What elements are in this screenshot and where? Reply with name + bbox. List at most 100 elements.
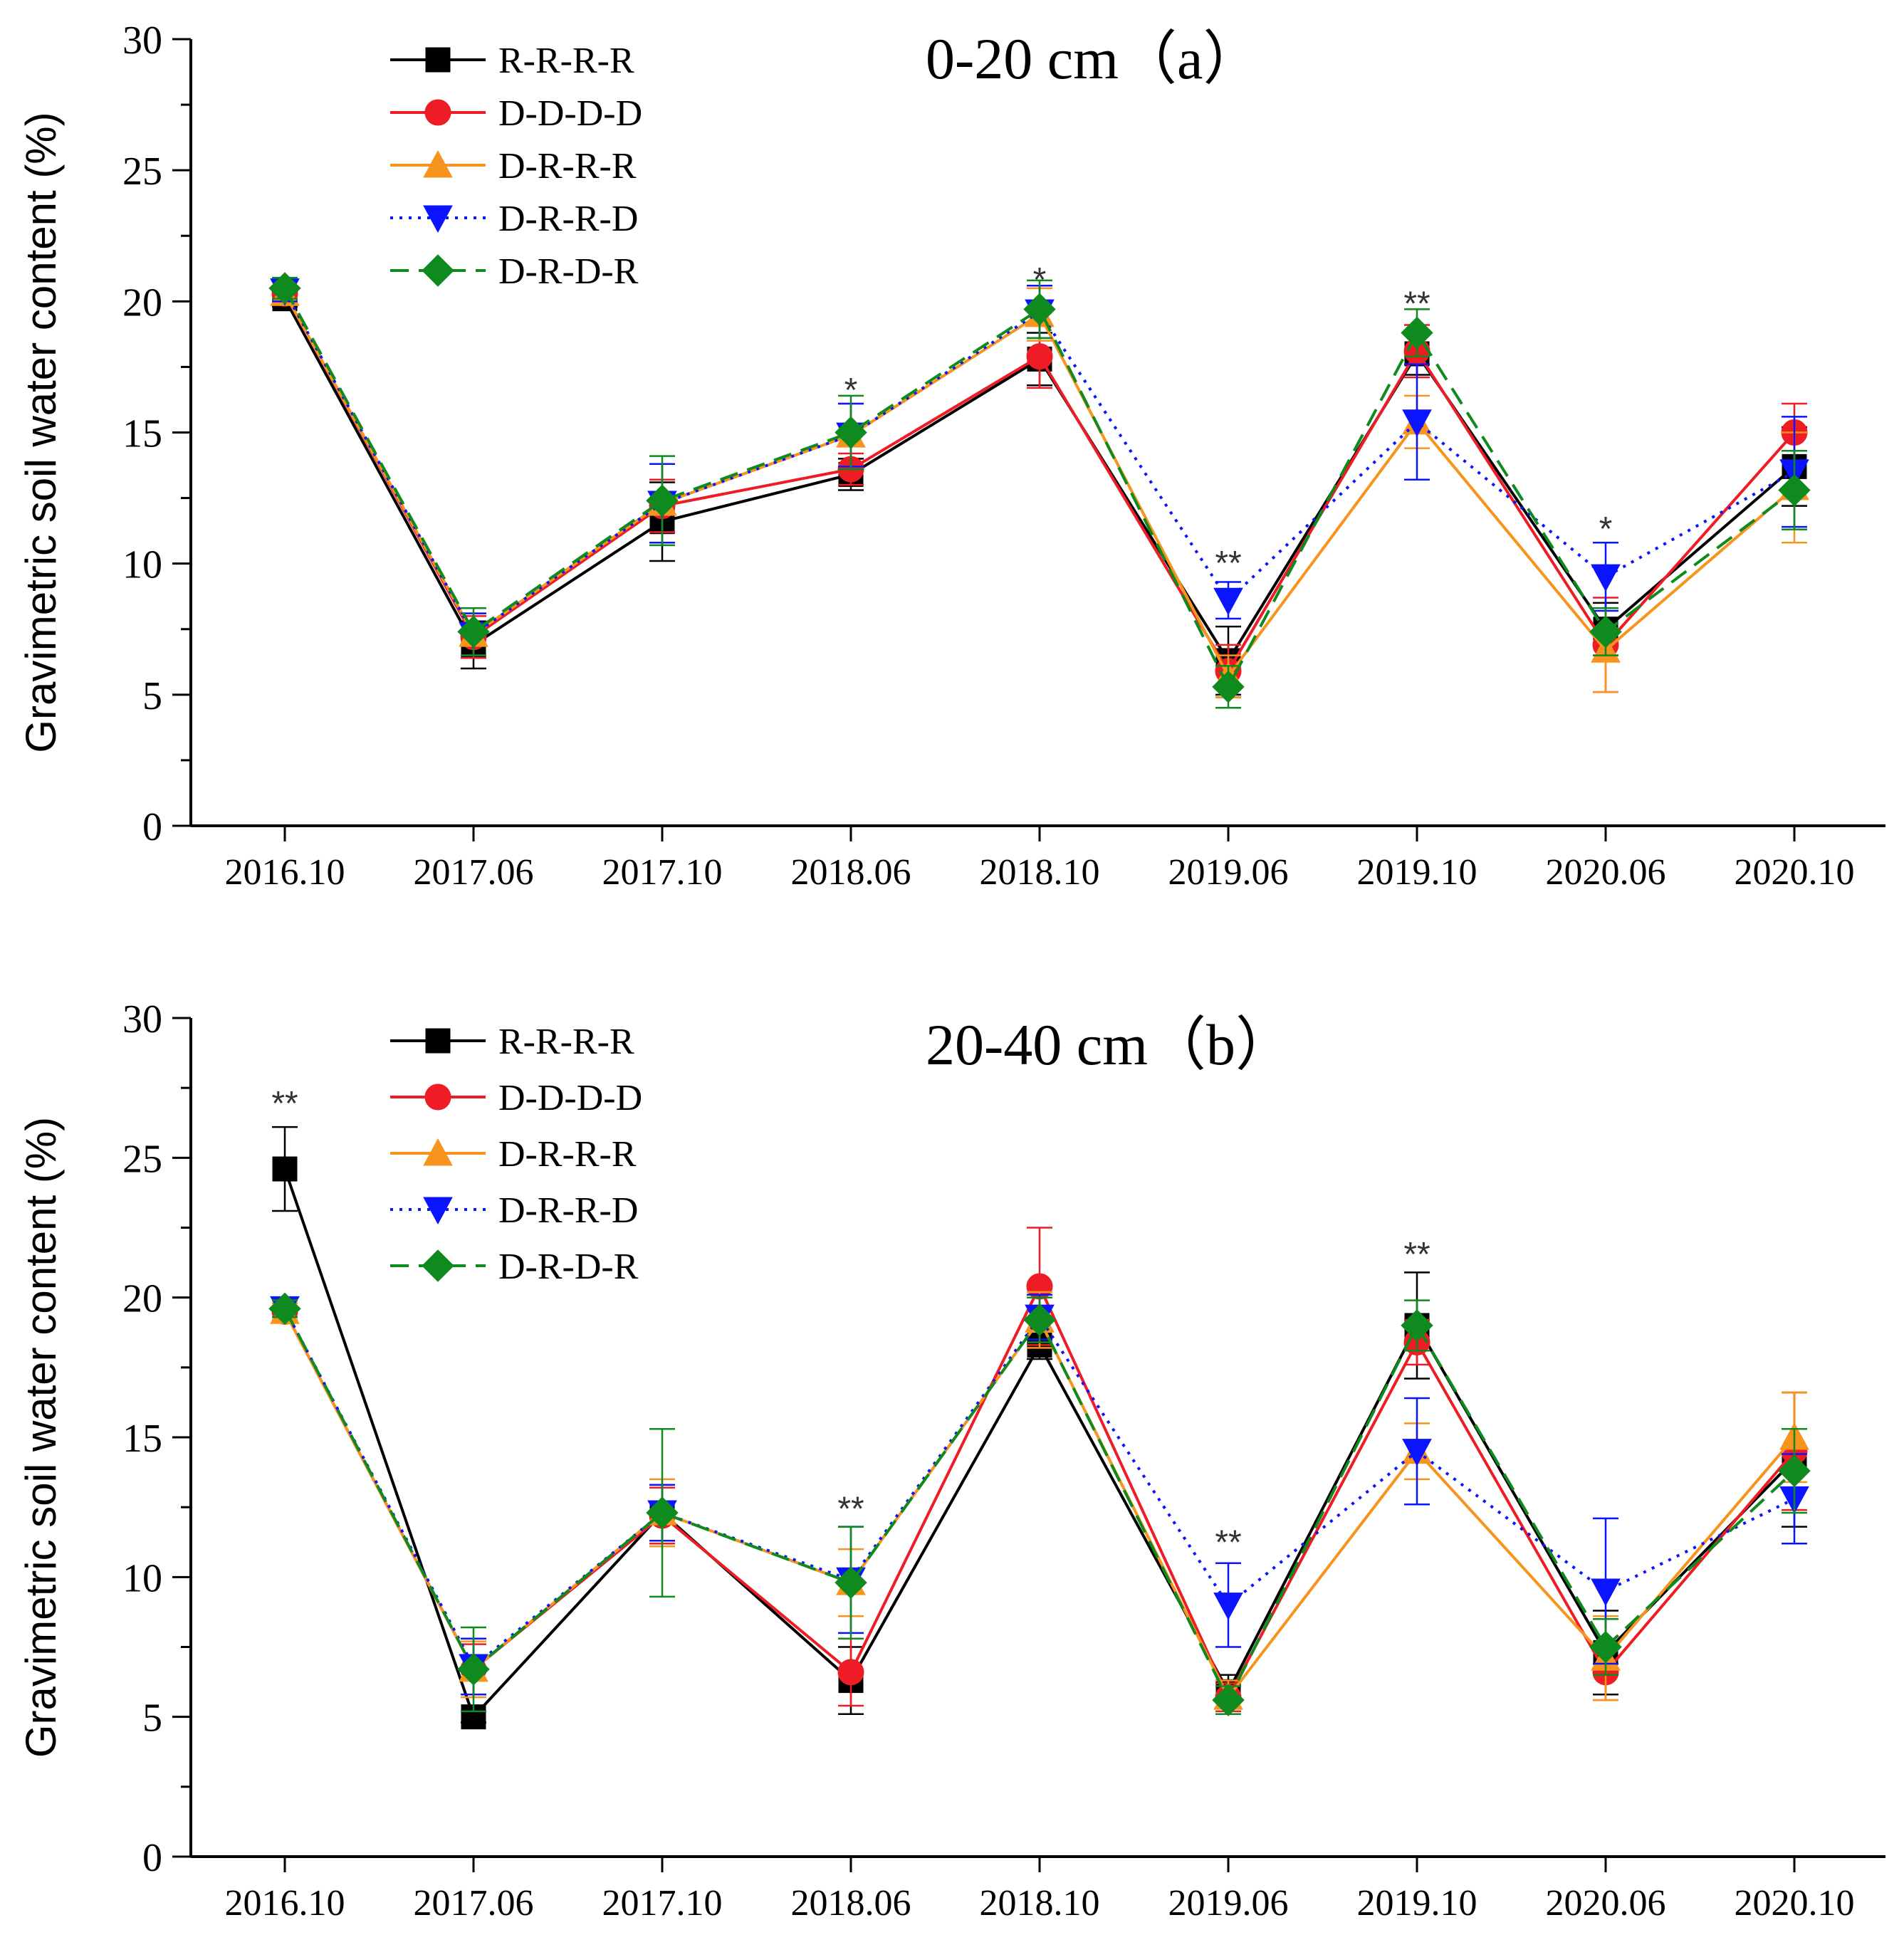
significance-mark: * bbox=[1033, 261, 1047, 299]
legend-label: D-R-R-D bbox=[498, 199, 638, 239]
data-point bbox=[268, 1292, 301, 1326]
legend-label: D-R-D-R bbox=[498, 1247, 639, 1287]
x-tick-label: 2018.06 bbox=[791, 852, 911, 893]
x-tick-label: 2016.10 bbox=[225, 1883, 345, 1924]
data-point bbox=[1212, 1684, 1245, 1716]
legend-marker bbox=[424, 99, 451, 126]
data-point bbox=[1401, 1309, 1433, 1342]
data-point bbox=[457, 615, 490, 649]
data-point bbox=[272, 1156, 298, 1182]
x-tick-label: 2020.06 bbox=[1546, 1883, 1666, 1924]
legend-marker bbox=[425, 1028, 451, 1054]
legend-label: D-R-R-R bbox=[498, 146, 637, 187]
series-D-R-D-R bbox=[268, 272, 1811, 709]
y-axis-label: Gravimetric soil water content (%) bbox=[17, 112, 65, 752]
legend-label: R-R-R-R bbox=[498, 41, 634, 81]
x-tick-label: 2019.10 bbox=[1357, 852, 1477, 893]
legend-item: D-R-R-R bbox=[390, 1134, 637, 1175]
x-tick-label: 2019.10 bbox=[1357, 1883, 1477, 1924]
y-tick-label: 25 bbox=[122, 1137, 162, 1181]
data-point bbox=[1591, 1578, 1621, 1607]
significance-mark: * bbox=[844, 372, 858, 409]
legend-item: D-R-D-R bbox=[390, 1247, 639, 1287]
data-point bbox=[646, 484, 679, 517]
x-tick-label: 2020.06 bbox=[1546, 852, 1666, 893]
series-line bbox=[283, 1311, 1796, 1700]
legend-item: D-R-R-D bbox=[390, 199, 638, 239]
data-point bbox=[646, 1496, 679, 1529]
series-line bbox=[283, 1308, 1795, 1669]
y-tick-label: 20 bbox=[122, 280, 162, 325]
legend-item: R-R-R-R bbox=[390, 41, 634, 81]
series-D-R-D-R bbox=[268, 1292, 1811, 1716]
legend: R-R-R-R D-D-D-D D-R-R-R D-R-R-D D-R-D-R bbox=[390, 41, 642, 292]
y-tick-label: 25 bbox=[122, 149, 162, 194]
significance-mark: ** bbox=[837, 1490, 864, 1528]
y-tick-label: 20 bbox=[122, 1277, 162, 1321]
data-point bbox=[1591, 564, 1621, 592]
data-point bbox=[1212, 671, 1245, 703]
data-point bbox=[835, 1566, 867, 1599]
significance-mark: ** bbox=[1215, 1524, 1241, 1562]
significance-mark: ** bbox=[271, 1085, 298, 1123]
x-tick-label: 2017.06 bbox=[414, 1883, 534, 1924]
legend-marker bbox=[424, 1084, 451, 1111]
chart-title: 0-20 cm（a） bbox=[926, 26, 1261, 91]
y-tick-label: 5 bbox=[142, 674, 162, 718]
x-tick-label: 2020.10 bbox=[1735, 1883, 1855, 1924]
legend-item: D-R-R-D bbox=[390, 1190, 638, 1231]
legend: R-R-R-R D-D-D-D D-R-R-R D-R-R-D D-R-D-R bbox=[390, 1022, 642, 1287]
significance-mark: ** bbox=[1215, 545, 1241, 582]
data-point bbox=[457, 1653, 490, 1686]
x-tick-label: 2017.10 bbox=[602, 1883, 723, 1924]
data-point bbox=[1023, 1303, 1056, 1336]
data-point bbox=[1778, 473, 1811, 507]
legend-label: D-D-D-D bbox=[498, 93, 642, 134]
x-tick-label: 2020.10 bbox=[1735, 852, 1855, 893]
data-point bbox=[837, 1659, 864, 1686]
data-point bbox=[1402, 409, 1432, 437]
legend-label: D-R-R-R bbox=[498, 1134, 637, 1175]
data-point bbox=[835, 416, 867, 449]
legend-item: D-R-D-R bbox=[390, 251, 639, 292]
legend-label: D-D-D-D bbox=[498, 1078, 642, 1118]
legend-marker bbox=[423, 149, 453, 178]
y-tick-label: 30 bbox=[122, 19, 162, 63]
y-tick-label: 5 bbox=[142, 1696, 162, 1741]
legend-label: R-R-R-R bbox=[498, 1022, 634, 1062]
x-tick-label: 2018.06 bbox=[791, 1883, 911, 1924]
legend-item: D-R-R-R bbox=[390, 146, 637, 187]
x-tick-label: 2017.10 bbox=[602, 852, 723, 893]
y-tick-label: 15 bbox=[122, 412, 162, 456]
legend-marker bbox=[422, 1249, 454, 1282]
significance-mark: ** bbox=[1403, 1236, 1430, 1274]
data-point bbox=[1026, 343, 1053, 370]
legend-marker bbox=[425, 47, 451, 73]
legend-item: D-D-D-D bbox=[390, 93, 642, 134]
x-tick-label: 2018.10 bbox=[980, 852, 1100, 893]
data-point bbox=[1401, 316, 1433, 350]
legend-marker bbox=[423, 205, 453, 234]
x-tick-label: 2019.06 bbox=[1168, 1883, 1289, 1924]
significance-mark: * bbox=[1599, 510, 1613, 548]
x-tick-label: 2017.06 bbox=[414, 852, 534, 893]
legend-label: D-R-D-R bbox=[498, 251, 639, 292]
series-line bbox=[283, 1308, 1796, 1704]
significance-mark: ** bbox=[1403, 285, 1430, 322]
data-point bbox=[268, 272, 301, 305]
legend-item: R-R-R-R bbox=[390, 1022, 634, 1062]
legend-item: D-D-D-D bbox=[390, 1078, 642, 1118]
legend-marker bbox=[422, 254, 454, 287]
x-tick-label: 2018.10 bbox=[980, 1883, 1100, 1924]
chart-panel-a: 0 5 10 15 20 25 30 2016.10 2017.06 2017.10 2018.06… bbox=[17, 19, 1885, 893]
legend-marker bbox=[423, 1138, 453, 1166]
y-tick-label: 15 bbox=[122, 1417, 162, 1461]
data-point bbox=[1402, 1439, 1432, 1467]
series-D-D-D-D bbox=[271, 280, 1808, 698]
data-point bbox=[1023, 293, 1056, 326]
y-tick-label: 30 bbox=[122, 997, 162, 1042]
data-point bbox=[1589, 615, 1622, 649]
y-axis-label: Gravimetric soil water content (%) bbox=[17, 1117, 65, 1758]
x-tick-label: 2019.06 bbox=[1168, 852, 1289, 893]
